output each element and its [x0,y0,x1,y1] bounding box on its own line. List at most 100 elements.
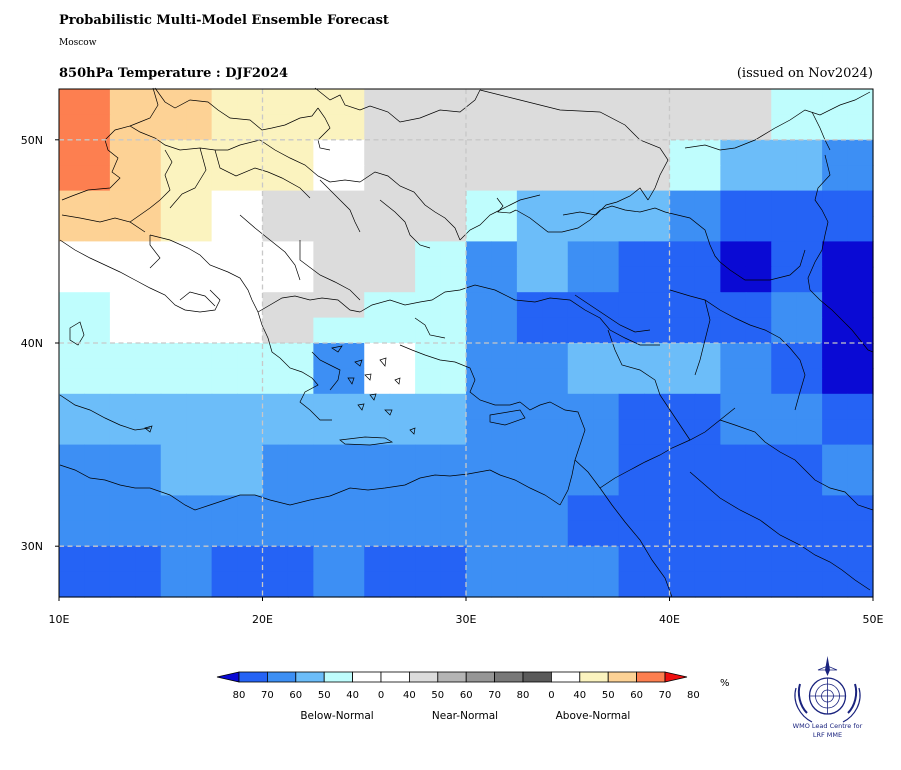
grid-cell [847,165,874,192]
grid-cell [160,470,187,496]
grid-cell [771,546,798,573]
grid-cell [694,546,721,573]
grid-cell [287,546,314,573]
grid-cell [84,317,111,344]
grid-cell [567,317,594,344]
grid-cell [415,444,442,471]
grid-cell [491,241,518,268]
grid-cell [313,520,340,547]
grid-cell [211,470,238,496]
grid-cell [186,470,213,496]
grid-cell [618,139,645,166]
grid-cell [186,419,213,446]
x-tick-label: 50E [863,613,884,626]
wmo-logo-line2: LRF MME [812,731,843,739]
grid-cell [466,317,493,344]
grid-cell [287,165,314,192]
grid-cell [109,419,136,446]
grid-cell [542,444,569,471]
grid-cell [211,419,238,446]
grid-cell [262,292,289,319]
grid-cell [262,419,289,446]
grid-cell [771,368,798,395]
grid-cell [160,139,187,166]
grid-cell [135,444,162,471]
grid-cell [516,520,543,547]
grid-cell [160,419,187,446]
grid-cell [542,139,569,166]
grid-cell [338,241,365,268]
grid-cell [822,190,849,217]
grid-cell [796,114,823,141]
grid-cell [186,317,213,344]
grid-cell [567,546,594,573]
grid-cell [287,343,314,369]
grid-cell [160,343,187,369]
grid-cell [694,520,721,547]
grid-cell [593,571,620,598]
grid-cell [720,165,747,192]
legend-swatch [494,671,524,683]
grid-cell [84,520,111,547]
grid-cell [516,216,543,242]
grid-cell [364,165,391,192]
grid-cell [796,368,823,395]
grid-cell [440,292,467,319]
grid-cell [694,216,721,242]
grid-cell [694,393,721,420]
grid-cell [211,216,238,242]
grid-cell [287,520,314,547]
grid-cell [796,317,823,344]
grid-cell [796,190,823,217]
grid-cell [847,419,874,446]
grid-cell [262,343,289,369]
legend-swatch [295,671,325,683]
grid-cell [186,520,213,547]
grid-cell [745,368,772,395]
grid-cell [669,343,696,369]
grid-cell [694,571,721,598]
grid-cell [567,266,594,293]
grid-cell [237,419,264,446]
grid-cell [466,546,493,573]
grid-cell [771,114,798,141]
grid-cell [491,368,518,395]
grid-cell [491,165,518,192]
grid-cell [440,495,467,522]
grid-cell [211,571,238,598]
legend-tick-label: 0 [378,690,384,701]
grid-cell [822,89,849,115]
grid-cell [237,495,264,522]
grid-cell [466,241,493,268]
grid-cell [491,393,518,420]
grid-cell [237,571,264,598]
grid-cell [211,89,238,115]
grid-cell [745,292,772,319]
grid-cell [135,139,162,166]
grid-cell [644,393,671,420]
grid-cell [415,165,442,192]
grid-cell [237,368,264,395]
grid-cell [847,368,874,395]
grid-cell [338,266,365,293]
grid-cell [59,165,86,192]
grid-cell [694,241,721,268]
grid-cell [618,266,645,293]
grid-cell [669,114,696,141]
legend-arrow-left [216,671,240,683]
grid-cell [720,190,747,217]
grid-cell [567,444,594,471]
grid-cell [745,165,772,192]
grid-cell [567,190,594,217]
grid-cell [593,292,620,319]
grid-cell [237,89,264,115]
grid-cell [313,495,340,522]
grid-cell [109,165,136,192]
grid-cell [796,216,823,242]
grid-cell [364,444,391,471]
grid-cell [415,393,442,420]
grid-cell [720,368,747,395]
grid-cell [542,546,569,573]
grid-cell [847,241,874,268]
grid-cell [287,89,314,115]
